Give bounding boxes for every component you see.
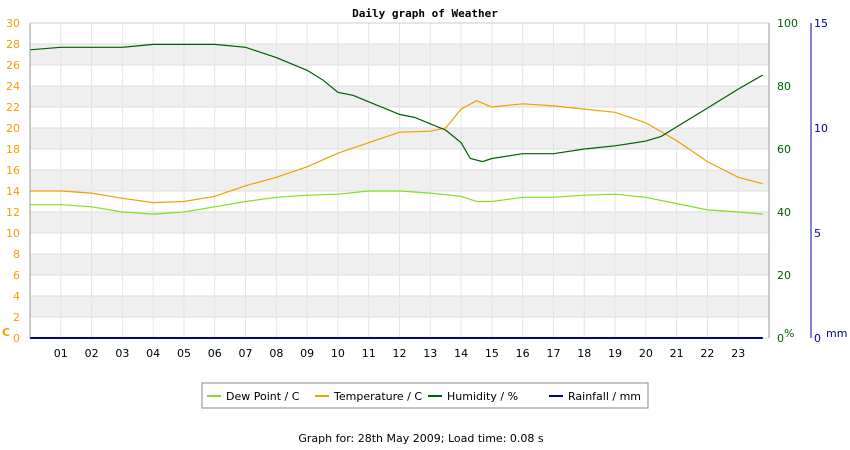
series-layer <box>29 43 764 339</box>
x-tick-label: 12 <box>393 347 407 360</box>
rainfall-tick-label: 10 <box>814 122 828 135</box>
x-tick-label: 08 <box>269 347 283 360</box>
legend: Dew Point / C Temperature / C Humidity / %… <box>201 382 649 409</box>
x-tick-label: 16 <box>516 347 530 360</box>
rainfall-axis-ticks: 0 5 10 15 mm <box>814 17 847 345</box>
humidity-tick-label: 40 <box>777 206 791 219</box>
x-tick-label: 20 <box>639 347 653 360</box>
temp-tick-label: 12 <box>6 206 20 219</box>
temp-tick-label: 20 <box>6 122 20 135</box>
temp-tick-label: 6 <box>13 269 20 282</box>
temp-tick-label: 28 <box>6 38 20 51</box>
x-tick-label: 11 <box>362 347 376 360</box>
temp-tick-label: 0 <box>13 332 20 345</box>
legend-box <box>201 382 649 409</box>
x-tick-label: 15 <box>485 347 499 360</box>
temp-tick-label: 8 <box>13 248 20 261</box>
footer-text: Graph for: 28th May 2009; Load time: 0.0… <box>298 432 544 445</box>
series-humidity-line <box>29 43 764 163</box>
x-tick-label: 02 <box>85 347 99 360</box>
temp-tick-label: 18 <box>6 143 20 156</box>
x-tick-label: 23 <box>731 347 745 360</box>
legend-label: Dew Point / C <box>226 390 300 403</box>
rainfall-tick-label: 5 <box>814 227 821 240</box>
x-tick-label: 14 <box>454 347 468 360</box>
temp-tick-label: 14 <box>6 185 20 198</box>
x-tick-label: 13 <box>423 347 437 360</box>
temp-unit-label: C <box>2 326 10 339</box>
x-tick-label: 07 <box>239 347 253 360</box>
x-tick-label: 21 <box>670 347 684 360</box>
humidity-tick-label: 100 <box>777 17 798 30</box>
axes <box>29 22 770 338</box>
x-tick-label: 09 <box>300 347 314 360</box>
humidity-axis-ticks: 0 20 40 60 80 100% <box>777 17 812 345</box>
x-tick-label: 05 <box>177 347 191 360</box>
rainfall-tick-label: 15 <box>814 17 828 30</box>
humidity-tick-label: 80 <box>777 80 791 93</box>
x-tick-label: 17 <box>546 347 560 360</box>
temp-tick-label: 30 <box>6 17 20 30</box>
humidity-tick-label: 60 <box>777 143 791 156</box>
chart-title: Daily graph of Weather <box>352 7 498 20</box>
x-tick-label: 22 <box>700 347 714 360</box>
rainfall-tick-label: 0 <box>814 332 821 345</box>
temp-tick-label: 16 <box>6 164 20 177</box>
humidity-unit-label: % <box>784 327 794 340</box>
temp-tick-label: 2 <box>13 311 20 324</box>
temp-tick-label: 22 <box>6 101 20 114</box>
x-tick-label: 18 <box>577 347 591 360</box>
series-dew-line <box>30 190 763 215</box>
humidity-tick-label: 20 <box>777 269 791 282</box>
x-tick-label: 10 <box>331 347 345 360</box>
temp-tick-label: 10 <box>6 227 20 240</box>
temp-tick-label: 26 <box>6 59 20 72</box>
legend-label: Rainfall / mm <box>568 390 641 403</box>
legend-label: Humidity / % <box>447 390 518 403</box>
series-temperature-line <box>30 100 763 204</box>
x-tick-label: 04 <box>146 347 160 360</box>
x-tick-label: 01 <box>54 347 68 360</box>
legend-label: Temperature / C <box>333 390 422 403</box>
x-axis-ticks: 01 02 03 04 05 06 07 08 09 10 11 12 13 14 15 16 17 18 19 20… <box>54 347 745 360</box>
temp-tick-label: 4 <box>13 290 20 303</box>
x-tick-label: 06 <box>208 347 222 360</box>
x-tick-label: 19 <box>608 347 622 360</box>
temp-tick-label: 24 <box>6 80 20 93</box>
rainfall-unit-label: mm <box>826 327 847 340</box>
humidity-tick-label: 0 <box>777 332 784 345</box>
x-tick-label: 03 <box>115 347 129 360</box>
